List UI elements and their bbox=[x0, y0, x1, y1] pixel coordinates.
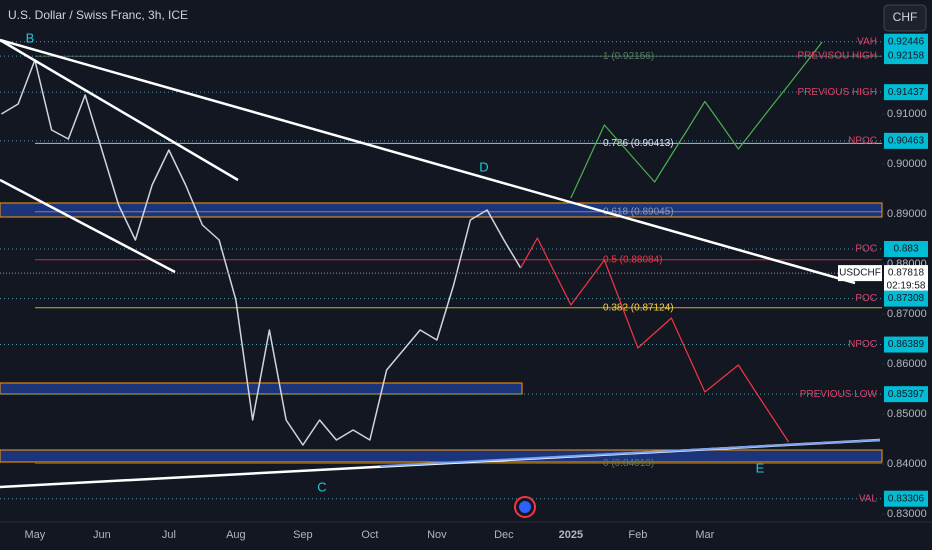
level-tag bbox=[884, 336, 928, 353]
x-tick-label: Nov bbox=[427, 529, 447, 541]
x-tick-label: 2025 bbox=[559, 529, 583, 541]
y-tick-label: 0.83000 bbox=[887, 508, 927, 520]
level-tag bbox=[884, 241, 928, 257]
chart-title: U.S. Dollar / Swiss Franc, 3h, ICE bbox=[8, 8, 188, 22]
level-value: 0.90463 bbox=[888, 135, 925, 146]
events-icon[interactable] bbox=[514, 496, 536, 518]
x-tick-label: May bbox=[24, 529, 45, 541]
x-tick-label: Aug bbox=[226, 529, 246, 541]
series-line bbox=[0, 59, 522, 446]
level-name: VAH bbox=[857, 36, 877, 47]
y-tick-label: 0.85000 bbox=[887, 408, 927, 420]
level-value: 0.87308 bbox=[888, 293, 925, 304]
level-tag bbox=[884, 48, 928, 65]
x-tick-label: Oct bbox=[361, 529, 378, 541]
x-tick-label: Jul bbox=[162, 529, 176, 541]
level-value: 0.92446 bbox=[888, 36, 925, 47]
y-tick-label: 0.84000 bbox=[887, 458, 927, 470]
y-tick-label: 0.91000 bbox=[887, 108, 927, 120]
plot-area: 1 (0.92156)0.786 (0.90413)0.618 (0.89045… bbox=[0, 41, 883, 500]
fib-label: 0.5 (0.88084) bbox=[603, 254, 663, 265]
countdown: 02:19:58 bbox=[887, 281, 926, 292]
level-value: 0.91437 bbox=[888, 87, 925, 98]
zone bbox=[0, 202, 883, 218]
wave-label: D bbox=[479, 159, 488, 174]
symbol-tag bbox=[838, 265, 882, 282]
symbol-tag-label: USDCHF bbox=[839, 268, 881, 279]
trend-line bbox=[379, 439, 881, 467]
wave-label: C bbox=[317, 479, 326, 494]
wave-label: B bbox=[26, 30, 35, 45]
x-tick-label: Jun bbox=[93, 529, 111, 541]
level-tag bbox=[884, 132, 928, 149]
trend-line bbox=[0, 38, 239, 182]
level-name: PREVIOUS LOW bbox=[800, 389, 878, 400]
level-value: 0.883 bbox=[893, 244, 918, 255]
currency-button[interactable] bbox=[883, 4, 927, 32]
level-value: 0.92158 bbox=[888, 51, 925, 62]
level-name: VAL bbox=[859, 493, 878, 504]
x-tick-label: Sep bbox=[293, 529, 313, 541]
level-name: NPOC bbox=[848, 135, 877, 146]
fib-label: 0 (0.84013) bbox=[603, 458, 654, 469]
x-tick-label: Mar bbox=[695, 529, 714, 541]
trend-line bbox=[0, 178, 176, 274]
level-tag bbox=[884, 490, 928, 507]
trend-line bbox=[0, 38, 856, 285]
level-name: POC bbox=[855, 293, 877, 304]
fib-label: 0.618 (0.89045) bbox=[603, 206, 674, 217]
price-tag-label: 0.87818 bbox=[888, 268, 925, 279]
level-tag bbox=[884, 33, 928, 50]
price-tag bbox=[884, 265, 928, 294]
currency-button-label: CHF bbox=[893, 10, 918, 24]
level-value: 0.85397 bbox=[888, 389, 925, 400]
level-name: PREVIOUS HIGH bbox=[798, 87, 877, 98]
y-tick-label: 0.89000 bbox=[887, 208, 927, 220]
level-name: PREVISOU HIGH bbox=[798, 51, 877, 62]
y-tick-label: 0.90000 bbox=[887, 158, 927, 170]
x-tick-label: Feb bbox=[628, 529, 647, 541]
level-tag bbox=[884, 84, 928, 101]
wave-label: E bbox=[756, 460, 765, 475]
level-name: NPOC bbox=[848, 339, 877, 350]
fib-label: 0.382 (0.87124) bbox=[603, 302, 674, 313]
series-line bbox=[570, 41, 823, 199]
level-name: POC bbox=[855, 244, 877, 255]
zone bbox=[0, 382, 523, 395]
level-value: 0.86389 bbox=[888, 339, 925, 350]
series-line bbox=[520, 237, 790, 443]
level-tag bbox=[884, 386, 928, 403]
level-value: 0.83306 bbox=[888, 493, 925, 504]
y-tick-label: 0.87000 bbox=[887, 308, 927, 320]
zone bbox=[0, 449, 883, 463]
level-tag bbox=[884, 290, 928, 307]
y-tick-label: 0.86000 bbox=[887, 358, 927, 370]
fib-label: 0.786 (0.90413) bbox=[603, 138, 674, 149]
x-tick-label: Dec bbox=[494, 529, 514, 541]
